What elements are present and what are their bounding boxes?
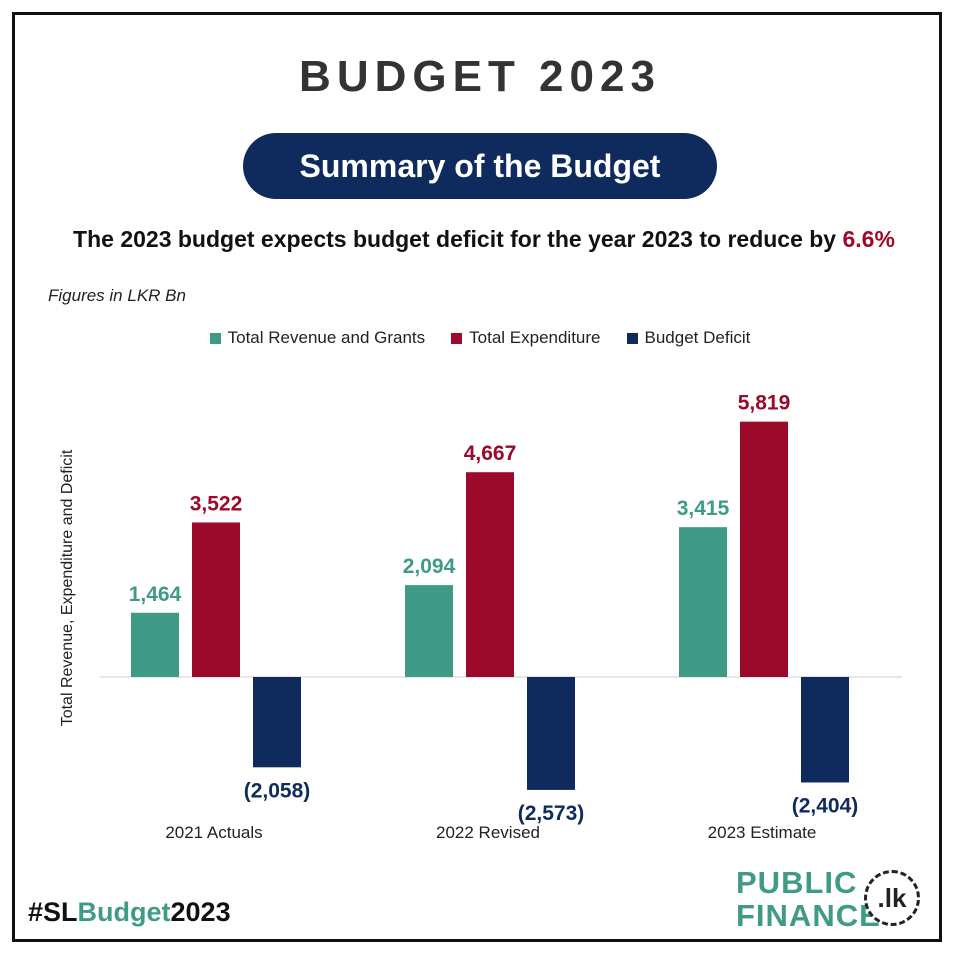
- logo-seal: .lk: [864, 870, 920, 926]
- legend-label-deficit: Budget Deficit: [644, 328, 751, 347]
- y-axis-label: Total Revenue, Expenditure and Deficit: [59, 449, 76, 726]
- hashtag: #SLBudget2023: [28, 897, 231, 928]
- data-label-3-1: (2,058): [244, 779, 311, 802]
- category-label-3: 2023 Estimate: [708, 823, 817, 842]
- hashtag-part-sl: #SL: [28, 897, 78, 927]
- data-label-2-2: 4,667: [464, 442, 517, 465]
- data-label-2-1: 3,522: [190, 492, 243, 515]
- data-label-1-3: 3,415: [677, 497, 730, 520]
- page-title: BUDGET 2023: [299, 52, 661, 101]
- legend-label-revenue: Total Revenue and Grants: [227, 328, 426, 347]
- legend-item-revenue: Total Revenue and Grants: [209, 328, 426, 348]
- summary-pill: Summary of the Budget: [243, 133, 717, 199]
- poster-frame: [12, 12, 942, 942]
- unit-note: Figures in LKR Bn: [48, 286, 186, 305]
- bar-2-2: [466, 472, 514, 677]
- bar-1-2: [405, 585, 453, 677]
- logo-line-public: PUBLIC: [736, 865, 858, 900]
- hashtag-part-budget: Budget: [77, 897, 171, 927]
- bar-1-3: [679, 527, 727, 677]
- headline-text: The 2023 budget expects budget deficit f…: [73, 226, 843, 252]
- legend-swatch-expenditure: [451, 332, 463, 344]
- bar-2-1: [192, 522, 240, 677]
- chart-legend: Total Revenue and Grants Total Expenditu…: [0, 328, 960, 348]
- data-label-3-2: (2,573): [518, 802, 585, 825]
- legend-item-deficit: Budget Deficit: [626, 328, 751, 348]
- data-label-2-3: 5,819: [738, 392, 791, 415]
- legend-label-expenditure: Total Expenditure: [469, 328, 601, 347]
- headline: The 2023 budget expects budget deficit f…: [0, 226, 960, 253]
- data-label-1-2: 2,094: [403, 555, 456, 578]
- legend-item-expenditure: Total Expenditure: [451, 328, 601, 348]
- category-label-1: 2021 Actuals: [165, 823, 262, 842]
- legend-swatch-revenue: [209, 332, 221, 344]
- logo-wordmark: PUBLIC FINANCE: [736, 866, 881, 932]
- publicfinance-logo: PUBLIC FINANCE .lk: [736, 866, 932, 936]
- bar-3-2: [527, 677, 575, 790]
- bar-1-1: [131, 612, 179, 677]
- legend-swatch-deficit: [626, 332, 638, 344]
- headline-percent: 6.6%: [842, 226, 895, 252]
- logo-line-finance: FINANCE: [736, 898, 881, 933]
- bar-2-3: [740, 421, 788, 677]
- data-label-1-1: 1,464: [129, 583, 182, 606]
- bar-3-3: [801, 677, 849, 783]
- category-label-2: 2022 Revised: [436, 823, 540, 842]
- hashtag-part-year: 2023: [170, 897, 231, 927]
- bar-3-1: [253, 677, 301, 768]
- data-label-3-3: (2,404): [792, 794, 859, 817]
